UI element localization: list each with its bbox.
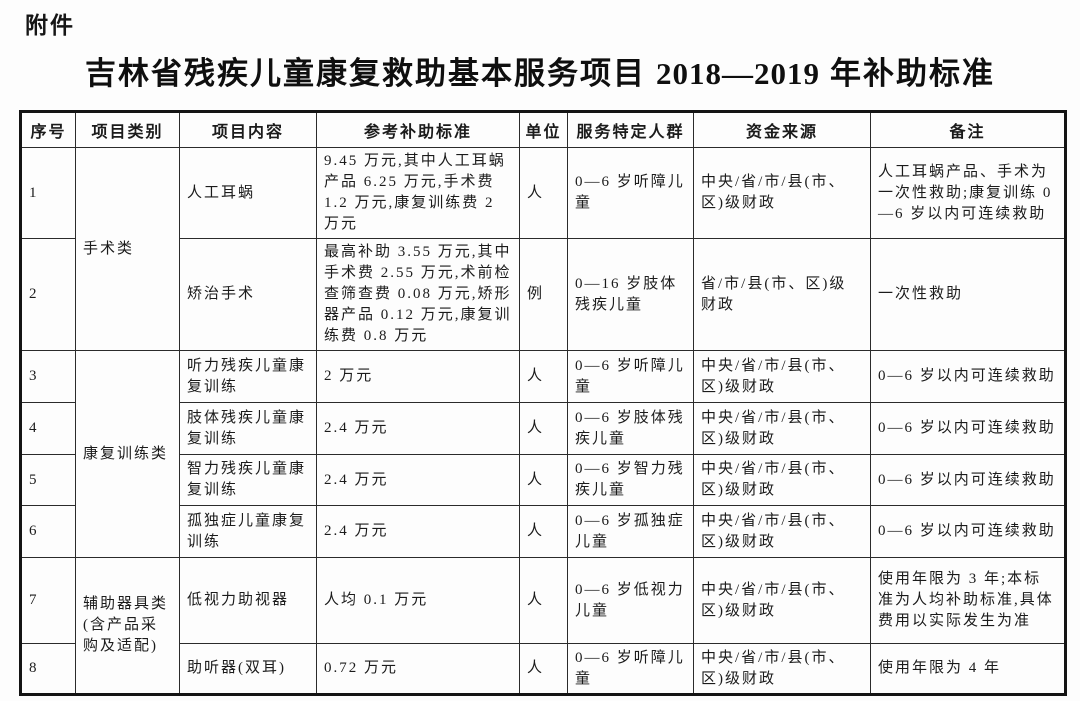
cell-population: 0—6 岁低视力儿童 [567,557,694,644]
cell-remark: 0—6 岁以内可连续救助 [870,454,1066,506]
header-funding: 资金来源 [693,111,871,148]
cell-remark: 0—6 岁以内可连续救助 [870,505,1066,558]
cell-unit: 人 [519,454,568,506]
header-category: 项目类别 [75,111,180,148]
cell-category-surgery: 手术类 [75,147,180,351]
cell-unit: 人 [519,147,568,239]
cell-funding: 中央/省/市/县(市、区)级财政 [693,505,871,558]
cell-category-rehab-training: 康复训练类 [75,350,180,558]
cell-population: 0—6 岁听障儿童 [567,147,694,239]
cell-content: 肢体残疾儿童康复训练 [179,402,317,455]
title-prefix: 吉林省残疾儿童康复救助基本服务项目 [85,56,646,91]
cell-category-assistive-devices: 辅助器具类(含产品采购及适配) [75,557,180,695]
cell-content: 矫治手术 [179,238,317,351]
cell-content: 智力残疾儿童康复训练 [179,454,317,506]
cell-funding: 中央/省/市/县(市、区)级财政 [693,147,871,239]
document-title: 吉林省残疾儿童康复救助基本服务项目 2018—2019 年补助标准 [0,48,1080,93]
cell-funding: 中央/省/市/县(市、区)级财政 [693,454,871,506]
cell-unit: 例 [519,238,568,351]
header-remark: 备注 [870,111,1066,148]
cell-content: 听力残疾儿童康复训练 [179,350,317,403]
cell-content: 孤独症儿童康复训练 [179,505,317,558]
cell-standard: 2.4 万元 [316,505,520,558]
cell-unit: 人 [519,505,568,558]
cell-funding: 中央/省/市/县(市、区)级财政 [693,643,871,695]
cell-content: 人工耳蜗 [179,147,317,239]
cell-funding: 中央/省/市/县(市、区)级财政 [693,402,871,455]
cell-seq: 7 [20,557,76,644]
cell-unit: 人 [519,643,568,695]
subsidy-table: 序号 项目类别 项目内容 参考补助标准 单位 服务特定人群 资金来源 备注 1 … [19,110,1067,696]
cell-remark: 0—6 岁以内可连续救助 [870,350,1066,403]
title-suffix: 年补助标准 [830,56,995,91]
table-row: 1 手术类 人工耳蜗 9.45 万元,其中人工耳蜗产品 6.25 万元,手术费 … [20,147,1066,351]
cell-remark: 人工耳蜗产品、手术为一次性救助;康复训练 0—6 岁以内可连续救助 [870,147,1066,239]
cell-funding: 省/市/县(市、区)级财政 [693,238,871,351]
cell-remark: 使用年限为 3 年;本标准为人均补助标准,具体费用以实际发生为准 [870,557,1066,644]
cell-remark: 使用年限为 4 年 [870,643,1066,695]
cell-population: 0—6 岁孤独症儿童 [567,505,694,558]
cell-population: 0—6 岁智力残疾儿童 [567,454,694,506]
title-years: 2018—2019 [656,56,820,91]
cell-seq: 3 [20,350,76,403]
cell-seq: 5 [20,454,76,506]
cell-funding: 中央/省/市/县(市、区)级财政 [693,557,871,644]
cell-standard: 最高补助 3.55 万元,其中手术费 2.55 万元,术前检查筛查费 0.08 … [316,238,520,351]
cell-standard: 人均 0.1 万元 [316,557,520,644]
cell-remark: 一次性救助 [870,238,1066,351]
cell-standard: 2 万元 [316,350,520,403]
cell-funding: 中央/省/市/县(市、区)级财政 [693,350,871,403]
table-row: 6 孤独症儿童康复训练 2.4 万元 人 0—6 岁孤独症儿童 中央/省/市/县… [20,505,1066,558]
table-row: 7 辅助器具类(含产品采购及适配) 低视力助视器 人均 0.1 万元 人 0—6… [20,557,1066,695]
cell-standard: 0.72 万元 [316,643,520,695]
table-row: 3 康复训练类 听力残疾儿童康复训练 2 万元 人 0—6 岁听障儿童 中央/省… [20,350,1066,558]
attachment-label: 附件 [25,12,75,38]
cell-remark: 0—6 岁以内可连续救助 [870,402,1066,455]
cell-unit: 人 [519,402,568,455]
cell-population: 0—6 岁听障儿童 [567,350,694,403]
cell-population: 0—6 岁听障儿童 [567,643,694,695]
cell-standard: 2.4 万元 [316,454,520,506]
cell-standard: 2.4 万元 [316,402,520,455]
cell-population: 0—16 岁肢体残疾儿童 [567,238,694,351]
header-population: 服务特定人群 [567,111,694,148]
header-content: 项目内容 [179,111,317,148]
header-standard: 参考补助标准 [316,111,520,148]
table-header-row: 序号 项目类别 项目内容 参考补助标准 单位 服务特定人群 资金来源 备注 [20,111,1066,148]
cell-content: 助听器(双耳) [179,643,317,695]
cell-content: 低视力助视器 [179,557,317,644]
table-row: 5 智力残疾儿童康复训练 2.4 万元 人 0—6 岁智力残疾儿童 中央/省/市… [20,454,1066,506]
header-unit: 单位 [519,111,568,148]
cell-seq: 6 [20,505,76,558]
cell-population: 0—6 岁肢体残疾儿童 [567,402,694,455]
cell-seq: 1 [20,147,76,239]
table-row: 2 矫治手术 最高补助 3.55 万元,其中手术费 2.55 万元,术前检查筛查… [20,238,1066,351]
header-seq: 序号 [20,111,76,148]
cell-seq: 4 [20,402,76,455]
cell-unit: 人 [519,557,568,644]
cell-unit: 人 [519,350,568,403]
cell-seq: 8 [20,643,76,695]
cell-seq: 2 [20,238,76,351]
table-row: 8 助听器(双耳) 0.72 万元 人 0—6 岁听障儿童 中央/省/市/县(市… [20,643,1066,695]
cell-standard: 9.45 万元,其中人工耳蜗产品 6.25 万元,手术费 1.2 万元,康复训练… [316,147,520,239]
